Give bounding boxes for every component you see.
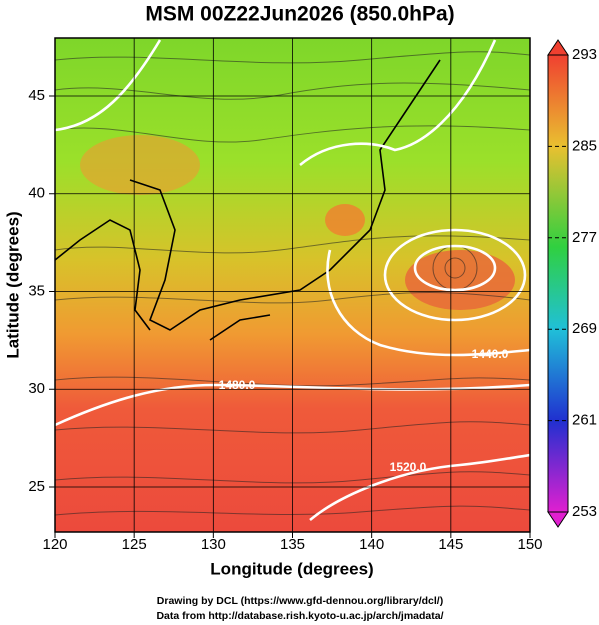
y-tick-label: 25	[28, 478, 45, 495]
colorbar-tick-label: 285	[572, 137, 597, 154]
contour-label: 1480.0	[219, 378, 256, 392]
colorbar-tick-label: 269	[572, 320, 597, 337]
contour-label: 1520.0	[390, 460, 427, 474]
y-tick-label: 45	[28, 87, 45, 104]
contour-label: 1440.0	[472, 347, 509, 361]
coastline	[55, 59, 441, 341]
grid	[55, 38, 530, 532]
y-axis-label: Latitude (degrees)	[3, 211, 22, 358]
colorbar-tick-label: 277	[572, 229, 597, 246]
x-tick-label: 145	[438, 536, 463, 553]
x-tick-label: 135	[280, 536, 305, 553]
colorbar-cap	[547, 39, 569, 56]
y-tick-label: 40	[28, 185, 45, 202]
x-tick-label: 140	[359, 536, 384, 553]
colorbar-tick-label: 253	[572, 503, 597, 520]
warm-patch	[80, 135, 200, 195]
y-tick-label: 35	[28, 282, 45, 299]
x-tick-label: 120	[42, 536, 67, 553]
credit: Data from http://database.rish.kyoto-u.a…	[156, 610, 443, 622]
credit: Drawing by DCL (https://www.gfd-dennou.o…	[157, 595, 443, 607]
streamlines	[55, 51, 530, 516]
title: MSM 00Z22Jun2026 (850.0hPa)	[145, 3, 454, 26]
colorbar	[547, 54, 569, 513]
y-tick-label: 30	[28, 380, 45, 397]
x-tick-label: 125	[122, 536, 147, 553]
x-tick-label: 130	[201, 536, 226, 553]
height-contours	[55, 39, 530, 521]
plot-area	[55, 38, 530, 532]
x-axis-label: Longitude (degrees)	[210, 559, 373, 578]
warm-patch	[325, 204, 365, 236]
x-tick-label: 150	[517, 536, 542, 553]
colorbar-tick-label: 261	[572, 412, 597, 429]
colorbar-tick-label: 293	[572, 46, 597, 63]
colorbar-cap	[547, 511, 569, 528]
